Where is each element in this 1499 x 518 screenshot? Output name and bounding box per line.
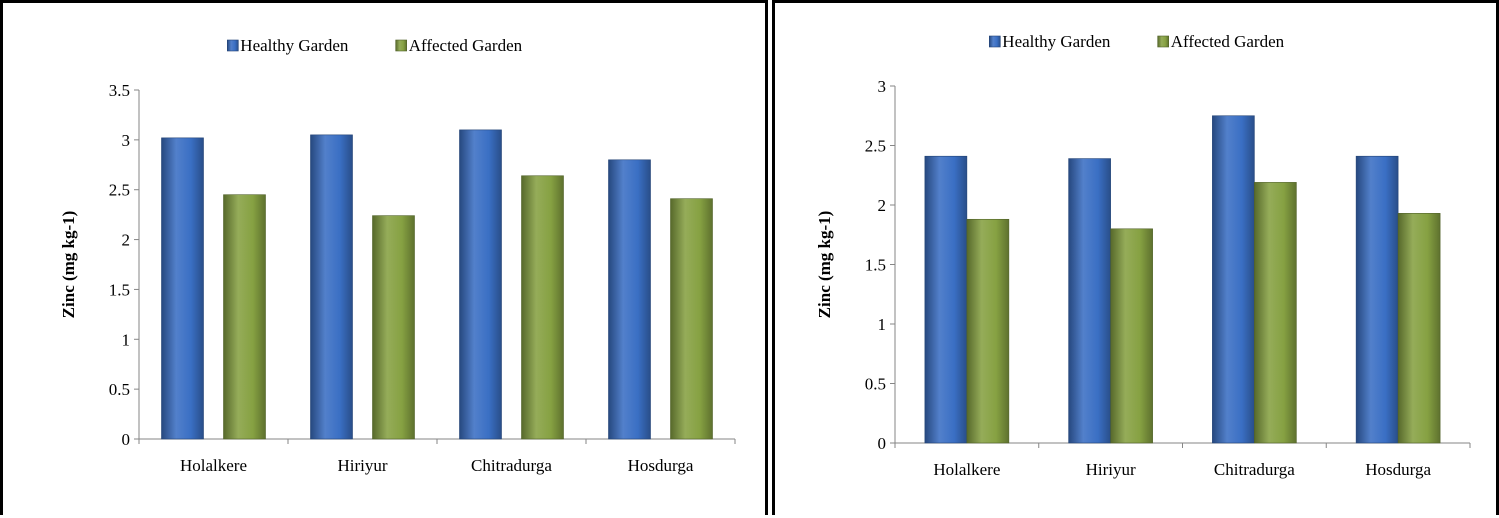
bar-affected-holalkere [223,194,266,440]
y-tick-label: 3.5 [109,81,130,100]
bar-affected-hiriyur [372,215,415,440]
chart-panel-2: 0 0.5 1 1.5 2 2.5 3 Zinc (mg kg-1) Holalkere Hiri… [772,0,1499,515]
y-tick-label: 0 [878,434,887,453]
bar-healthy-hiriyur [1068,158,1111,444]
x-tick-label: Hiriyur [337,456,387,475]
y-axis-title: Zinc (mg kg-1) [59,211,78,319]
y-tick-label: 2.5 [865,137,886,156]
y-tick-label: 0.5 [865,375,886,394]
x-tick-label: Holalkere [180,456,247,475]
bar-healthy-hosdurga [608,159,651,440]
y-axis-title: Zinc (mg kg-1) [815,211,834,319]
bar-affected-hiriyur [1110,228,1153,444]
y-tick-label: 1 [878,315,887,334]
legend-swatch-affected [395,39,408,52]
y-tick-label: 1 [122,330,131,349]
bar-healthy-holalkere [924,155,968,444]
y-tick-label: 1.5 [865,256,886,275]
legend-label: Affected Garden [1171,32,1285,51]
chart-panel-1: 0 0.5 1 1.5 2 2.5 3 3.5 Zinc (mg kg-1) Holalkere H… [0,0,768,515]
legend-label: Healthy Garden [1002,32,1111,51]
y-tick-label: 2 [878,196,887,215]
x-tick-label: Chitradurga [1214,460,1295,479]
bar-healthy-hosdurga [1355,155,1399,444]
bar-affected-chitradurga [521,175,564,440]
bar-healthy-hiriyur [310,134,353,440]
y-tick-label: 2.5 [109,181,130,200]
x-tick-label: Hosdurga [1365,460,1431,479]
bar-affected-chitradurga [1254,182,1297,444]
bar-affected-holalkere [966,218,1010,444]
y-tick-label: 0 [122,430,131,449]
y-tick-label: 1.5 [109,280,130,299]
y-tick-label: 0.5 [109,380,130,399]
bar-healthy-chitradurga [1212,115,1255,444]
x-tick-label: Holalkere [933,460,1000,479]
y-tick-label: 2 [122,231,131,250]
legend: Healthy Garden Affected Garden [227,36,523,55]
legend-label: Healthy Garden [240,36,349,55]
bar-affected-hosdurga [670,198,713,440]
zinc-bar-chart-2: 0 0.5 1 1.5 2 2.5 3 Zinc (mg kg-1) Holalkere Hiri… [815,32,1471,479]
legend-swatch-healthy [989,35,1001,48]
legend: Healthy Garden Affected Garden [989,32,1285,51]
x-tick-label: Chitradurga [471,456,552,475]
legend-label: Affected Garden [409,36,523,55]
bar-healthy-holalkere [161,137,204,440]
legend-swatch-healthy [227,39,239,52]
bar-affected-hosdurga [1397,213,1441,444]
y-tick-label: 3 [878,77,887,96]
legend-swatch-affected [1157,35,1170,48]
bar-healthy-chitradurga [459,129,502,440]
x-tick-label: Hosdurga [628,456,694,475]
zinc-bar-chart-1: 0 0.5 1 1.5 2 2.5 3 3.5 Zinc (mg kg-1) Holalkere H… [59,36,736,475]
y-tick-label: 3 [122,131,131,150]
x-tick-label: Hiriyur [1086,460,1136,479]
